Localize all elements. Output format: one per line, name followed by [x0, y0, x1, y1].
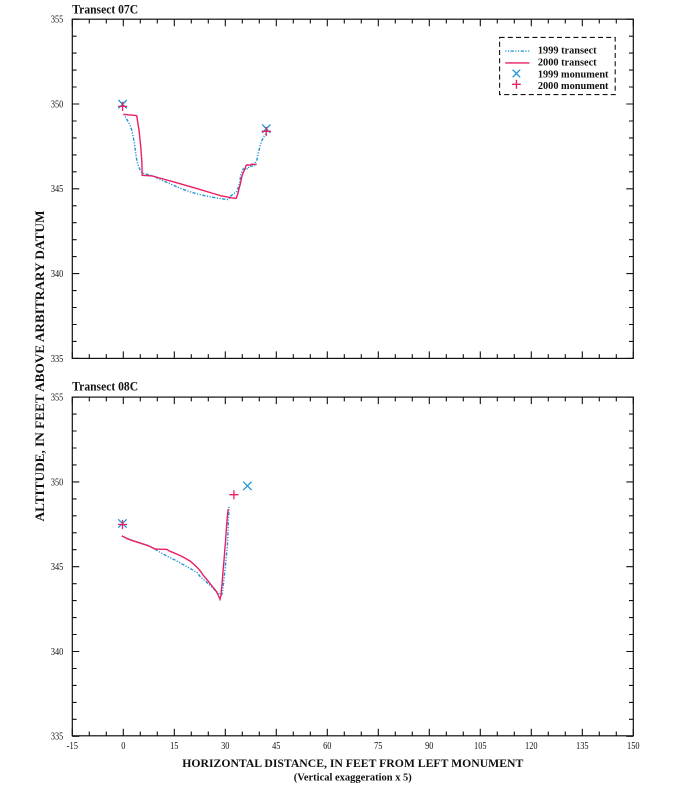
svg-text:75: 75: [374, 741, 382, 752]
svg-text:2000 monument: 2000 monument: [538, 81, 609, 92]
svg-text:(Vertical exaggeration x 5): (Vertical exaggeration x 5): [294, 772, 412, 783]
svg-text:355: 355: [51, 15, 63, 26]
svg-text:150: 150: [627, 741, 640, 752]
svg-text:335: 335: [51, 732, 63, 743]
svg-text:350: 350: [51, 99, 63, 110]
svg-text:-15: -15: [67, 741, 78, 752]
svg-text:15: 15: [170, 741, 178, 752]
svg-text:340: 340: [51, 647, 63, 658]
svg-text:355: 355: [51, 393, 63, 404]
svg-text:30: 30: [221, 741, 229, 752]
svg-text:Transect 08C: Transect 08C: [72, 379, 138, 394]
svg-text:105: 105: [474, 741, 487, 752]
svg-text:60: 60: [323, 741, 331, 752]
svg-text:2000 transect: 2000 transect: [538, 58, 597, 69]
svg-text:345: 345: [51, 184, 63, 195]
svg-text:1999 transect: 1999 transect: [538, 46, 597, 57]
svg-text:1999 monument: 1999 monument: [538, 69, 609, 80]
svg-text:340: 340: [51, 269, 63, 280]
svg-text:350: 350: [51, 477, 63, 488]
svg-text:HORIZONTAL DISTANCE, IN FEET F: HORIZONTAL DISTANCE, IN FEET FROM LEFT M…: [182, 756, 523, 770]
svg-text:Transect 07C: Transect 07C: [72, 1, 138, 16]
svg-text:45: 45: [272, 741, 280, 752]
svg-text:335: 335: [51, 354, 63, 365]
svg-text:ALTITUDE, IN FEET ABOVE ARBITR: ALTITUDE, IN FEET ABOVE ARBITRARY DATUM: [32, 210, 47, 521]
svg-text:120: 120: [525, 741, 538, 752]
svg-text:90: 90: [425, 741, 433, 752]
svg-text:345: 345: [51, 562, 63, 573]
svg-text:135: 135: [576, 741, 589, 752]
svg-text:0: 0: [121, 741, 125, 752]
